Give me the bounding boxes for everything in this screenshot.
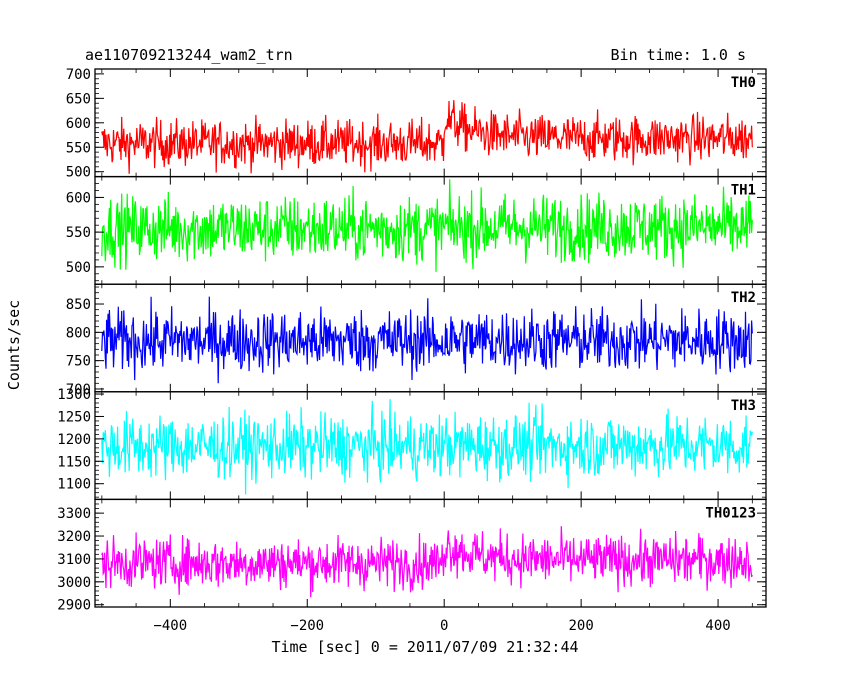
panel-label-th3: TH3 (731, 398, 756, 414)
bin-time-label: Bin time: 1.0 s (611, 46, 746, 64)
y-tick-label: 500 (66, 260, 91, 276)
panel-th0: 500 550 600 650 700 TH0 (66, 67, 767, 181)
y-tick-label: 500 (66, 165, 91, 181)
y-tick-label: 850 (66, 297, 91, 313)
panel-th0123: 2900 3000 3100 3200 3300 TH0123 (57, 498, 767, 614)
y-tick-label: 800 (66, 325, 91, 341)
y-tick-label: 650 (66, 91, 91, 107)
panel-label-th0: TH0 (731, 75, 756, 91)
y-tick-label: 700 (66, 67, 91, 83)
x-tick-label: 0 (440, 618, 448, 634)
x-tick-label: −400 (153, 618, 187, 634)
x-tick-label: 200 (568, 618, 593, 634)
panel-label-th1: TH1 (731, 183, 756, 199)
y-tick-label: 3100 (57, 552, 91, 568)
panel-th1: 500 550 600 TH1 (66, 175, 767, 285)
y-tick-label: 600 (66, 116, 91, 132)
y-tick-label: 3200 (57, 529, 91, 545)
panel-frame (94, 68, 767, 178)
y-tick-label: 600 (66, 190, 91, 206)
y-tick-label: 2900 (57, 598, 91, 614)
y-axis-label: Counts/sec (5, 300, 23, 390)
series-line-th1 (101, 179, 753, 272)
y-tick-label: 1250 (57, 409, 91, 425)
series-line-th2 (101, 296, 753, 384)
plot-title: ae110709213244_wam2_trn (85, 46, 293, 64)
panel-frame (94, 498, 767, 608)
series-line-th0123 (101, 526, 753, 598)
x-tick-label: 400 (705, 618, 730, 634)
panel-label-th0123: TH0123 (705, 505, 756, 521)
y-tick-label: 1100 (57, 477, 91, 493)
y-tick-label: 750 (66, 354, 91, 370)
panel-th3: 1100 1150 1200 1250 1300 TH3 (57, 387, 767, 501)
y-tick-label: 1150 (57, 454, 91, 470)
series-line-th0 (101, 100, 753, 174)
series-line-th3 (101, 399, 753, 495)
x-axis-label: Time [sec] 0 = 2011/07/09 21:32:44 (271, 638, 578, 656)
y-tick-label: 550 (66, 225, 91, 241)
y-tick-label: 1200 (57, 432, 91, 448)
y-tick-label: 3000 (57, 575, 91, 591)
y-tick-label: 3300 (57, 506, 91, 522)
y-tick-label: 550 (66, 140, 91, 156)
panel-th2: 700 750 800 850 TH2 (66, 283, 767, 398)
x-tick-label: −200 (290, 618, 324, 634)
y-tick-label: 700 (66, 382, 91, 398)
panel-label-th2: TH2 (731, 290, 756, 306)
y-tick-label: 1300 (57, 387, 91, 403)
panels-group: 500 550 600 650 700 TH0 500 550 600 TH1 700 750 800 8… (57, 67, 767, 634)
